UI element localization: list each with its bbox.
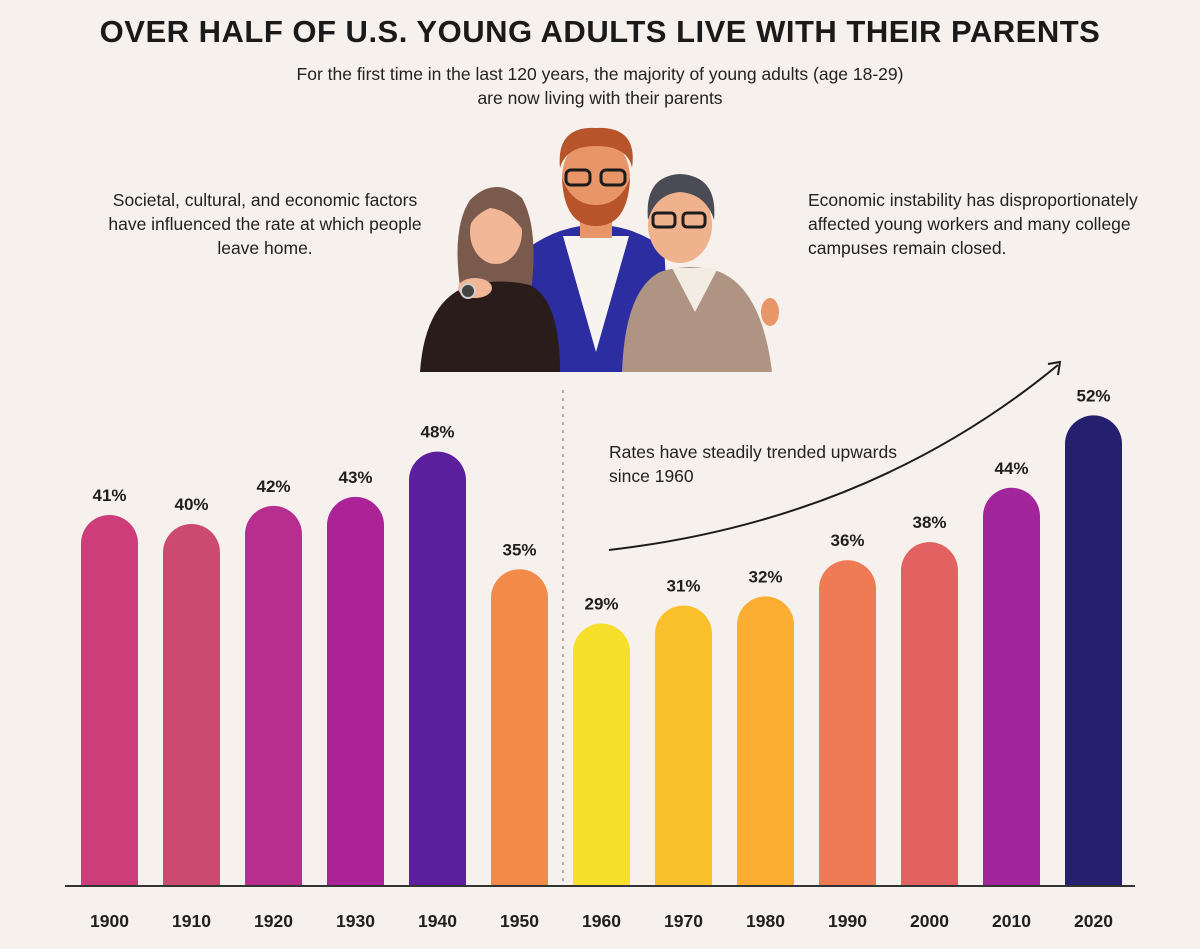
category-label-1930: 1930 xyxy=(336,911,375,931)
value-label-1940: 48% xyxy=(420,423,454,442)
subtitle-line-2: are now living with their parents xyxy=(477,88,723,108)
trend-arrow xyxy=(608,360,1062,551)
bar-2000 xyxy=(901,542,958,886)
category-label-2000: 2000 xyxy=(910,911,949,931)
value-label-1910: 40% xyxy=(174,495,208,514)
category-label-1940: 1940 xyxy=(418,911,457,931)
subtitle-line-1: For the first time in the last 120 years… xyxy=(296,64,904,84)
value-label-1950: 35% xyxy=(502,540,536,559)
category-label-2020: 2020 xyxy=(1074,911,1113,931)
older-man-figure xyxy=(622,174,779,372)
family-illustration xyxy=(420,127,779,372)
woman-figure xyxy=(420,186,560,372)
value-label-1920: 42% xyxy=(256,477,290,496)
category-label-1970: 1970 xyxy=(664,911,703,931)
category-label-1960: 1960 xyxy=(582,911,621,931)
value-label-1980: 32% xyxy=(748,567,782,586)
value-label-1970: 31% xyxy=(666,576,700,595)
bar-2020 xyxy=(1065,415,1122,886)
value-label-1900: 41% xyxy=(92,486,126,505)
value-label-2000: 38% xyxy=(912,513,946,532)
bar-1900 xyxy=(81,514,138,886)
category-label-1950: 1950 xyxy=(500,911,539,931)
bar-1930 xyxy=(327,496,384,886)
bar-1950 xyxy=(491,569,548,886)
value-label-2010: 44% xyxy=(994,459,1028,478)
bar-1940 xyxy=(409,451,466,886)
category-label-2010: 2010 xyxy=(992,911,1031,931)
category-labels: 1900 1910 1920 1930 1940 1950 1960 1970 1980 1990… xyxy=(90,911,1113,931)
value-label-1930: 43% xyxy=(338,468,372,487)
note-trend-since-1960: Rates have steadily trended upwards sinc… xyxy=(609,442,897,486)
bar-1960 xyxy=(573,623,630,886)
bar-2010 xyxy=(983,487,1040,886)
bar-series xyxy=(81,415,1122,886)
category-label-1900: 1900 xyxy=(90,911,129,931)
value-label-1990: 36% xyxy=(830,531,864,550)
value-label-2020: 52% xyxy=(1076,386,1110,405)
bar-1980 xyxy=(737,596,794,886)
bar-1970 xyxy=(655,605,712,886)
category-label-1990: 1990 xyxy=(828,911,867,931)
note-societal-factors: Societal, cultural, and economic factors… xyxy=(108,190,422,258)
category-label-1920: 1920 xyxy=(254,911,293,931)
bar-1920 xyxy=(245,505,302,886)
value-label-1960: 29% xyxy=(584,595,618,614)
bar-1990 xyxy=(819,560,876,886)
page-title: OVER HALF OF U.S. YOUNG ADULTS LIVE WITH… xyxy=(99,14,1101,49)
note-economic-instability: Economic instability has disproportionat… xyxy=(808,190,1138,258)
bar-1910 xyxy=(163,524,220,886)
category-label-1910: 1910 xyxy=(172,911,211,931)
value-labels: 41% 40% 42% 43% 48% 35% 29% 31% 32% 36% 38% 44% 52% xyxy=(92,386,1110,613)
category-label-1980: 1980 xyxy=(746,911,785,931)
page-subtitle: For the first time in the last 120 years… xyxy=(200,62,1000,110)
